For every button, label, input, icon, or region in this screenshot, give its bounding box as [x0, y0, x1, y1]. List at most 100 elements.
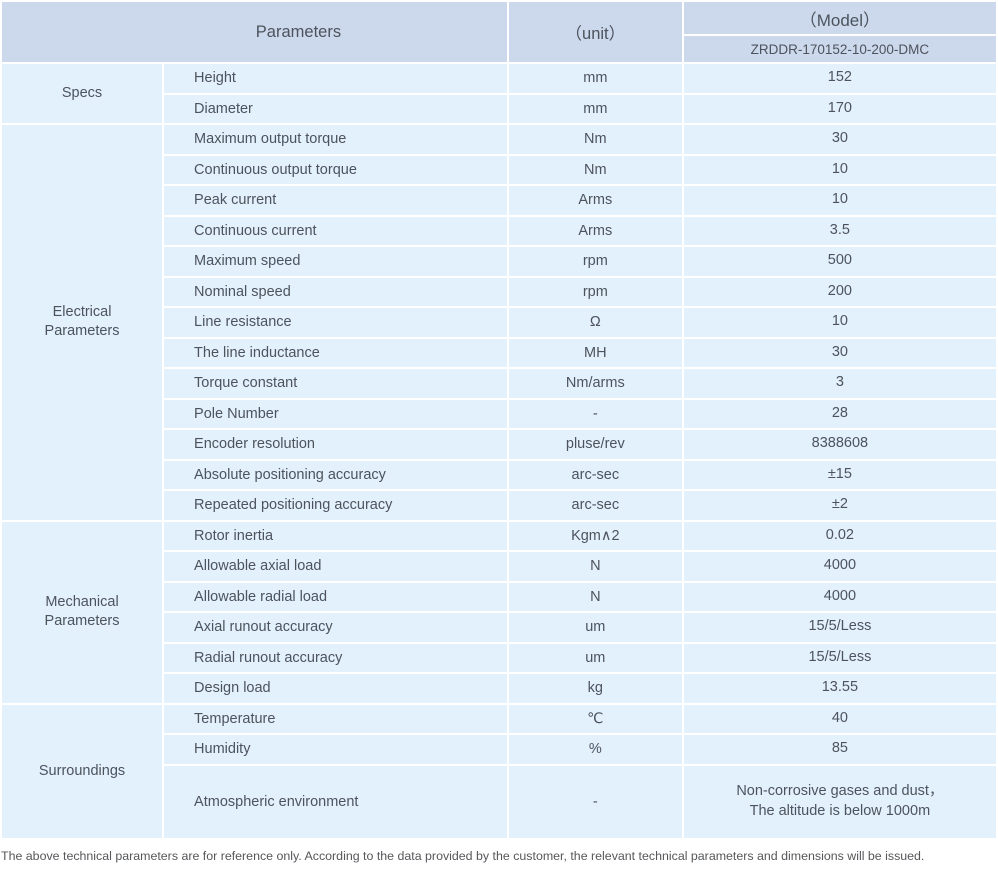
table-row: Peak current Arms 10: [2, 186, 996, 215]
unit-cell: Nm/arms: [508, 369, 682, 398]
table-row: Design load kg 13.55: [2, 674, 996, 703]
unit-cell: arc-sec: [508, 491, 682, 520]
table-row: Absolute positioning accuracy arc-sec ±15: [2, 460, 996, 489]
value-cell: 15/5/Less: [683, 643, 996, 672]
table-row: Line resistance Ω 10: [2, 308, 996, 337]
value-cell: 28: [683, 399, 996, 428]
param-name-cell: Continuous output torque: [164, 155, 507, 184]
value-cell: 10: [683, 186, 996, 215]
unit-cell: Arms: [508, 216, 682, 245]
param-name-cell: Allowable axial load: [164, 552, 507, 581]
value-cell: 40: [683, 704, 996, 733]
parameter-table: Parameters （unit） （Model） ZRDDR-170152-1…: [2, 2, 996, 838]
value-cell: 30: [683, 125, 996, 154]
value-cell: ±15: [683, 460, 996, 489]
value-cell: 85: [683, 735, 996, 764]
disclaimer-note: The above technical parameters are for r…: [1, 848, 925, 863]
value-cell: 10: [683, 155, 996, 184]
param-name-cell: Pole Number: [164, 399, 507, 428]
unit-cell: mm: [508, 94, 682, 123]
param-name-cell: Repeated positioning accuracy: [164, 491, 507, 520]
param-name-cell: Rotor inertia: [164, 521, 507, 550]
param-name-cell: Continuous current: [164, 216, 507, 245]
param-name-cell: Torque constant: [164, 369, 507, 398]
group-cell: Electrical Parameters: [2, 125, 163, 520]
value-cell: 3: [683, 369, 996, 398]
unit-cell: -: [508, 765, 682, 838]
table-row: Continuous output torque Nm 10: [2, 155, 996, 184]
table-row: The line inductance MH 30: [2, 338, 996, 367]
unit-cell: pluse/rev: [508, 430, 682, 459]
model-header-cell: （Model）: [683, 2, 996, 34]
value-cell: 4000: [683, 552, 996, 581]
param-name-cell: Temperature: [164, 704, 507, 733]
value-cell: 0.02: [683, 521, 996, 550]
model-number-cell: ZRDDR-170152-10-200-DMC: [683, 36, 996, 62]
param-name-cell: Atmospheric environment: [164, 765, 507, 838]
value-cell: 30: [683, 338, 996, 367]
header-row: Parameters （unit） （Model）: [2, 2, 996, 62]
value-cell: 4000: [683, 582, 996, 611]
parameters-header-cell: Parameters: [2, 2, 507, 62]
value-cell: 15/5/Less: [683, 613, 996, 642]
table-row: Mechanical Parameters Rotor inertia Kgm∧2 0…: [2, 521, 996, 703]
unit-header-cell: （unit）: [508, 2, 682, 62]
unit-cell: MH: [508, 338, 682, 367]
param-name-cell: Allowable radial load: [164, 582, 507, 611]
table-row: Continuous current Arms 3.5: [2, 216, 996, 245]
param-name-cell: Encoder resolution: [164, 430, 507, 459]
table-row: Specs Height mm 152: [2, 64, 996, 123]
param-name-cell: Diameter: [164, 94, 507, 123]
unit-cell: mm: [508, 64, 682, 93]
param-name-cell: Humidity: [164, 735, 507, 764]
param-name-cell: Design load: [164, 674, 507, 703]
param-name-cell: Line resistance: [164, 308, 507, 337]
value-cell: 3.5: [683, 216, 996, 245]
table-row: Pole Number -28: [2, 399, 996, 428]
unit-cell: Kgm∧2: [508, 521, 682, 550]
param-name-cell: Radial runout accuracy: [164, 643, 507, 672]
table-row: Torque constant Nm/arms 3: [2, 369, 996, 398]
unit-cell: rpm: [508, 277, 682, 306]
group-cell: Mechanical Parameters: [2, 521, 163, 703]
table-row: Allowable radial load N 4000: [2, 582, 996, 611]
value-cell: 8388608: [683, 430, 996, 459]
value-cell: 200: [683, 277, 996, 306]
unit-cell: Ω: [508, 308, 682, 337]
unit-cell: -: [508, 399, 682, 428]
param-name-cell: Height: [164, 64, 507, 93]
table-row: Repeated positioning accuracy arc-sec ±2: [2, 491, 996, 520]
unit-cell: kg: [508, 674, 682, 703]
table-row: Surroundings Temperature ℃ 40: [2, 704, 996, 838]
unit-cell: N: [508, 582, 682, 611]
value-cell: Non-corrosive gases and dust， The altitu…: [683, 765, 996, 838]
unit-cell: %: [508, 735, 682, 764]
table-row: Humidity% 85: [2, 735, 996, 764]
unit-cell: Arms: [508, 186, 682, 215]
table-body: Specs Height mm 152 Diameter mm 170 Electrical …: [2, 64, 996, 838]
model-number-row: ZRDDR-170152-10-200-DMC: [2, 36, 996, 62]
value-cell: 10: [683, 308, 996, 337]
table-row: Allowable axial load N 4000: [2, 552, 996, 581]
unit-cell: rpm: [508, 247, 682, 276]
table-row: Encoder resolution pluse/rev 8388608: [2, 430, 996, 459]
table-row: Atmospheric environment - Non-corrosive ga…: [2, 765, 996, 838]
unit-cell: um: [508, 613, 682, 642]
param-name-cell: The line inductance: [164, 338, 507, 367]
table-row: Axial runout accuracy um 15/5/Less: [2, 613, 996, 642]
value-cell: 500: [683, 247, 996, 276]
param-name-cell: Peak current: [164, 186, 507, 215]
table-row: Radial runout accuracy um 15/5/Less: [2, 643, 996, 672]
unit-cell: Nm: [508, 125, 682, 154]
param-name-cell: Maximum speed: [164, 247, 507, 276]
group-cell: Surroundings: [2, 704, 163, 838]
unit-cell: um: [508, 643, 682, 672]
param-name-cell: Axial runout accuracy: [164, 613, 507, 642]
param-name-cell: Nominal speed: [164, 277, 507, 306]
table-row: Maximum speed rpm 500: [2, 247, 996, 276]
table-header: Parameters （unit） （Model） ZRDDR-170152-1…: [2, 2, 996, 62]
unit-cell: ℃: [508, 704, 682, 733]
param-name-cell: Absolute positioning accuracy: [164, 460, 507, 489]
value-cell: ±2: [683, 491, 996, 520]
